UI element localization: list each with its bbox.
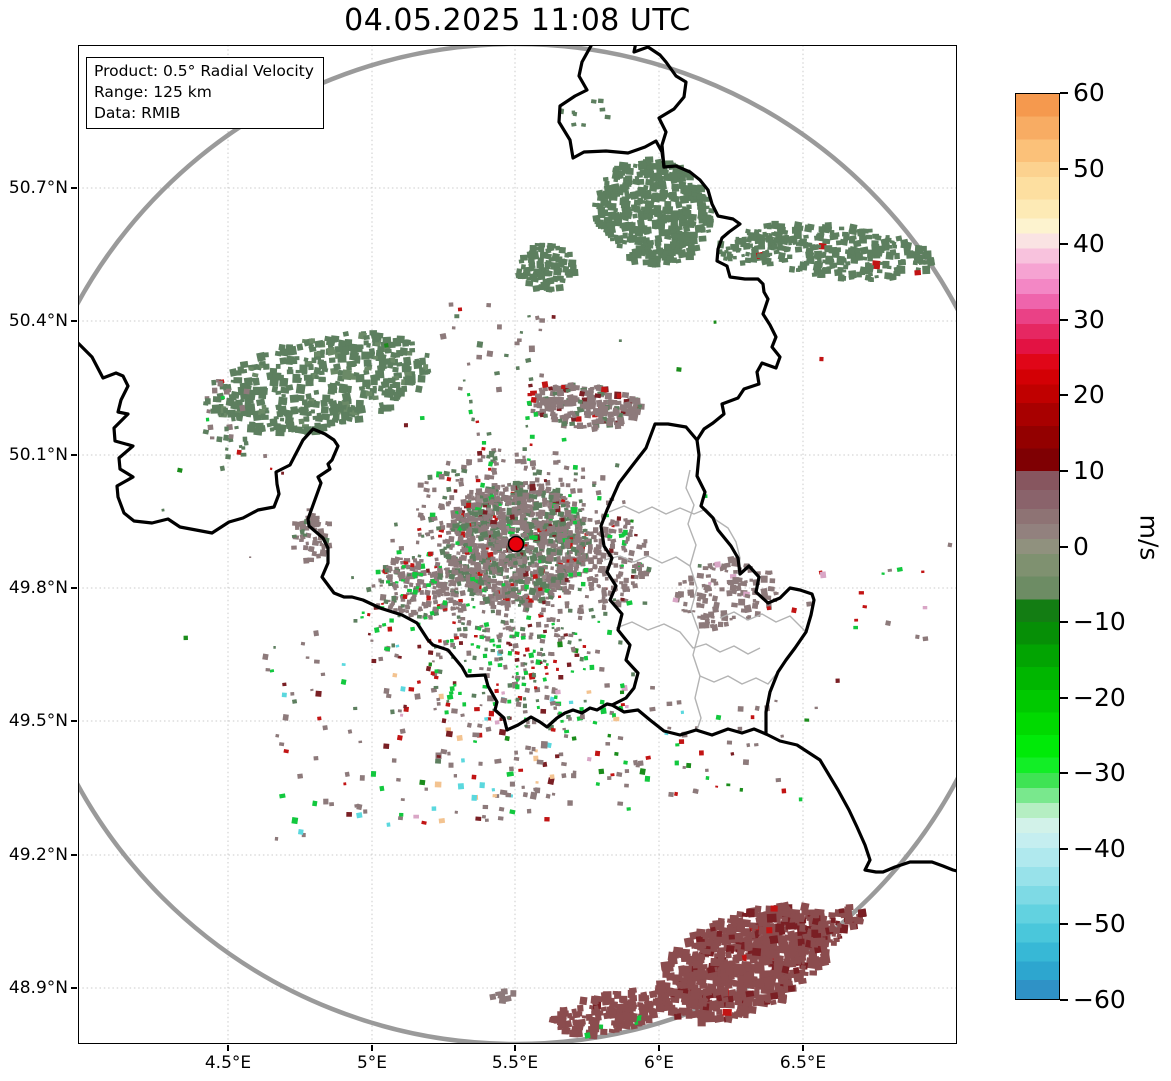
- colorbar-tick-label: −10: [1073, 606, 1126, 636]
- colorbar-tick: [1060, 318, 1068, 321]
- y-axis-tick-label: 49.8°N: [8, 578, 68, 598]
- x-axis-tick: [371, 1045, 373, 1051]
- x-axis-tick: [658, 1045, 660, 1051]
- colorbar-tick-label: −50: [1073, 909, 1126, 939]
- figure-title: 04.05.2025 11:08 UTC: [344, 3, 691, 38]
- y-axis-tick-label: 49.2°N: [8, 845, 68, 865]
- y-axis-tick: [71, 720, 77, 722]
- y-axis-tick-label: 49.5°N: [8, 711, 68, 731]
- product-info-box: Product: 0.5° Radial Velocity Range: 125…: [86, 57, 324, 130]
- x-axis-tick: [227, 1045, 229, 1051]
- colorbar-tick: [1060, 167, 1068, 170]
- colorbar-unit-label: m/s: [1134, 514, 1164, 561]
- colorbar-tick-label: −60: [1073, 984, 1126, 1014]
- x-axis-tick: [514, 1045, 516, 1051]
- y-axis-tick: [71, 987, 77, 989]
- colorbar-tick: [1060, 621, 1068, 624]
- colorbar-tick: [1060, 772, 1068, 775]
- y-axis-tick-label: 50.7°N: [8, 178, 68, 198]
- y-axis-tick: [71, 854, 77, 856]
- colorbar-tick: [1060, 545, 1068, 548]
- y-axis-tick-label: 48.9°N: [8, 978, 68, 998]
- product-info-line: Product: 0.5° Radial Velocity: [94, 62, 314, 80]
- colorbar-tick-label: 30: [1073, 304, 1105, 334]
- colorbar-tick: [1060, 243, 1068, 246]
- colorbar-tick-label: 0: [1073, 531, 1089, 561]
- colorbar-tick-label: 60: [1073, 77, 1105, 107]
- product-info-line: Data: RMIB: [94, 103, 181, 122]
- colorbar-tick-label: 20: [1073, 380, 1105, 410]
- colorbar-tick-label: −20: [1073, 682, 1126, 712]
- colorbar-tick: [1060, 847, 1068, 850]
- colorbar-tick-label: −30: [1073, 758, 1126, 788]
- y-axis-tick: [71, 587, 77, 589]
- radar-site-dot: [507, 535, 525, 553]
- y-axis-tick: [71, 187, 77, 189]
- colorbar-tick-label: −40: [1073, 833, 1126, 863]
- colorbar-tick: [1060, 999, 1068, 1001]
- x-axis-tick-label: 5.5°E: [491, 1053, 539, 1073]
- colorbar-tick: [1060, 469, 1068, 472]
- colorbar-tick-label: 40: [1073, 229, 1105, 259]
- colorbar-tick: [1060, 696, 1068, 699]
- colorbar-tick: [1060, 394, 1068, 397]
- y-axis-tick-label: 50.4°N: [8, 311, 68, 331]
- colorbar-tick-label: 50: [1073, 153, 1105, 183]
- national-borders: [78, 45, 957, 874]
- colorbar: [1015, 93, 1060, 1000]
- product-info-line: Range: 125 km: [94, 82, 212, 101]
- colorbar-tick: [1060, 92, 1068, 94]
- colorbar-tick-label: 10: [1073, 455, 1105, 485]
- x-axis-tick-label: 6.5°E: [779, 1053, 827, 1073]
- y-axis-tick-label: 50.1°N: [8, 445, 68, 465]
- y-axis-tick: [71, 454, 77, 456]
- x-axis-tick-label: 4.5°E: [204, 1053, 252, 1073]
- radar-map: [78, 45, 957, 1044]
- x-axis-tick-label: 5°E: [356, 1053, 388, 1073]
- colorbar-tick: [1060, 923, 1068, 926]
- radar-echoes: [161, 98, 953, 1040]
- x-axis-tick: [802, 1045, 804, 1051]
- y-axis-tick: [71, 320, 77, 322]
- x-axis-tick-label: 6°E: [643, 1053, 675, 1073]
